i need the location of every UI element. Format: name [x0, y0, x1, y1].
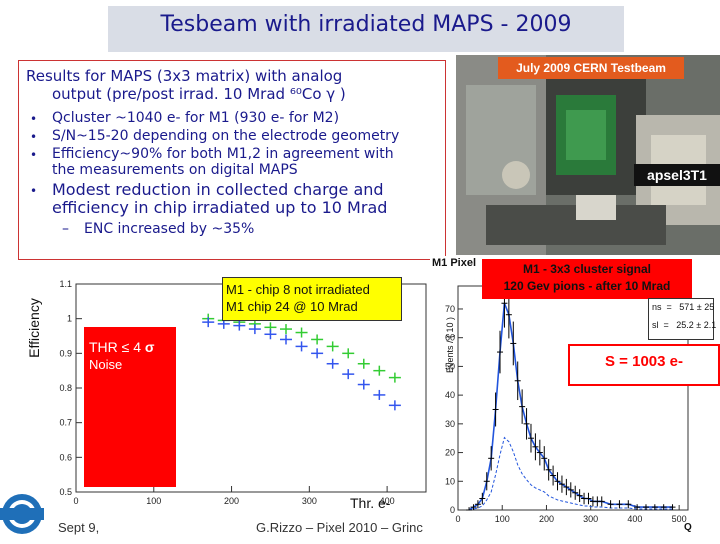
title-background	[108, 6, 624, 52]
y-tick-label: 0.7	[59, 418, 72, 428]
hist-x-tick-label: 500	[672, 514, 687, 524]
results-heading-line2: output (pre/post irrad. 10 Mrad ⁶⁰Co γ )	[52, 85, 346, 103]
y-tick-label: 1.1	[59, 279, 72, 289]
fit-stats-box	[648, 298, 714, 340]
hist-x-tick-label: 400	[627, 514, 642, 524]
hist-y-tick-label: 0	[450, 505, 455, 515]
y-tick-label: 0.6	[59, 452, 72, 462]
thr-sigma: σ	[144, 339, 155, 355]
hist-x-tick-label: 100	[495, 514, 510, 524]
fit-background-curve	[468, 436, 673, 511]
histogram-title-box	[482, 259, 692, 299]
hist-y-tick-label: 50	[445, 361, 455, 371]
hist-y-tick-label: 40	[445, 390, 455, 400]
bullet-efficiency-cont: the measurements on digital MAPS	[52, 162, 298, 178]
efficiency-axis-label-wrap: Efficiency	[24, 290, 44, 370]
legend-not-irradiated: M1 - chip 8 not irradiated	[226, 282, 370, 297]
hist-y-tick-label: 30	[445, 419, 455, 429]
x-tick-label: 100	[146, 496, 161, 506]
modest-line2: efficiency in chip irradiated up to 10 M…	[52, 198, 388, 217]
testbeam-photo-drawing	[456, 55, 720, 255]
bullet-dot: •	[30, 130, 38, 144]
y-tick-label: 0.8	[59, 383, 72, 393]
histogram-title-line1: M1 - 3x3 cluster signal	[522, 262, 652, 276]
bullet-dot: •	[30, 184, 38, 198]
y-tick-label: 1	[67, 314, 72, 324]
signal-box	[568, 344, 720, 386]
results-heading-line1: Results for MAPS (3x3 matrix) with analo…	[26, 67, 343, 85]
superb-logo-icon	[0, 494, 44, 534]
hist-y-tick-label: 70	[445, 304, 455, 314]
histogram-title-line2: 120 Gev pions - after 10 Mrad	[503, 279, 671, 293]
y-tick-label: 0.9	[59, 348, 72, 358]
fit-ns: ns = 571 ± 25	[652, 302, 715, 312]
histogram-xlabel: Q	[684, 522, 692, 533]
hist-x-tick-label: 0	[455, 514, 460, 524]
superb-logo	[0, 490, 44, 540]
fit-sl: sl = 25.2 ± 2.1	[652, 320, 717, 330]
legend-irradiated: M1 chip 24 @ 10 Mrad	[226, 299, 358, 314]
histogram-panel-title: M1 Pixel	[432, 257, 477, 269]
photo-caption-chip: apsel3T1	[634, 164, 720, 186]
x-tick-label: 0	[73, 496, 78, 506]
signal-value: S = 1003 e-	[605, 353, 683, 370]
hist-x-tick-label: 300	[583, 514, 598, 524]
x-tick-label: 400	[380, 496, 395, 506]
bullet-efficiency: Efficiency~90% for both M1,2 in agreemen…	[52, 146, 394, 162]
sub-bullet-enc: ENC increased by ~35%	[84, 221, 255, 237]
bullet-sn: S/N~15-20 depending on the electrode geo…	[52, 128, 400, 144]
hist-y-tick-label: 20	[445, 448, 455, 458]
x-tick-label: 300	[302, 496, 317, 506]
efficiency-legend-box	[222, 277, 402, 321]
results-box	[18, 60, 446, 260]
slide-title: Tesbeam with irradiated MAPS - 2009	[160, 12, 572, 37]
x-tick-label: 200	[224, 496, 239, 506]
bullet-qcluster: Qcluster ~1040 e- for M1 (930 e- for M2)	[52, 110, 340, 126]
sub-bullet-dash: –	[62, 221, 69, 237]
efficiency-xlabel: Thr. e-	[350, 495, 391, 511]
noise-label: Noise	[89, 357, 123, 372]
histogram-ylabel: Events / ( 10 )	[445, 316, 455, 374]
bullet-dot: •	[30, 148, 38, 162]
modest-line1: Modest reduction in collected charge and	[52, 180, 384, 199]
hist-y-tick-label: 10	[445, 476, 455, 486]
thr-label: THR ≤ 4 σ	[89, 339, 155, 355]
y-tick-label: 0.5	[59, 487, 72, 497]
efficiency-ylabel: Efficiency	[26, 298, 42, 358]
footer-author: G.Rizzo – Pixel 2010 – Grinc	[256, 520, 423, 535]
thr-region-band	[84, 327, 176, 487]
photo-caption-top: July 2009 CERN Testbeam	[498, 57, 684, 79]
testbeam-photo	[456, 55, 720, 255]
thr-value: THR ≤ 4	[89, 339, 142, 355]
hist-y-tick-label: 60	[445, 333, 455, 343]
footer-date: Sept 9,	[58, 520, 100, 535]
hist-x-tick-label: 200	[539, 514, 554, 524]
bullet-dot: •	[30, 112, 38, 126]
histogram-ylabel-wrap: Events / ( 10 )	[440, 300, 460, 400]
